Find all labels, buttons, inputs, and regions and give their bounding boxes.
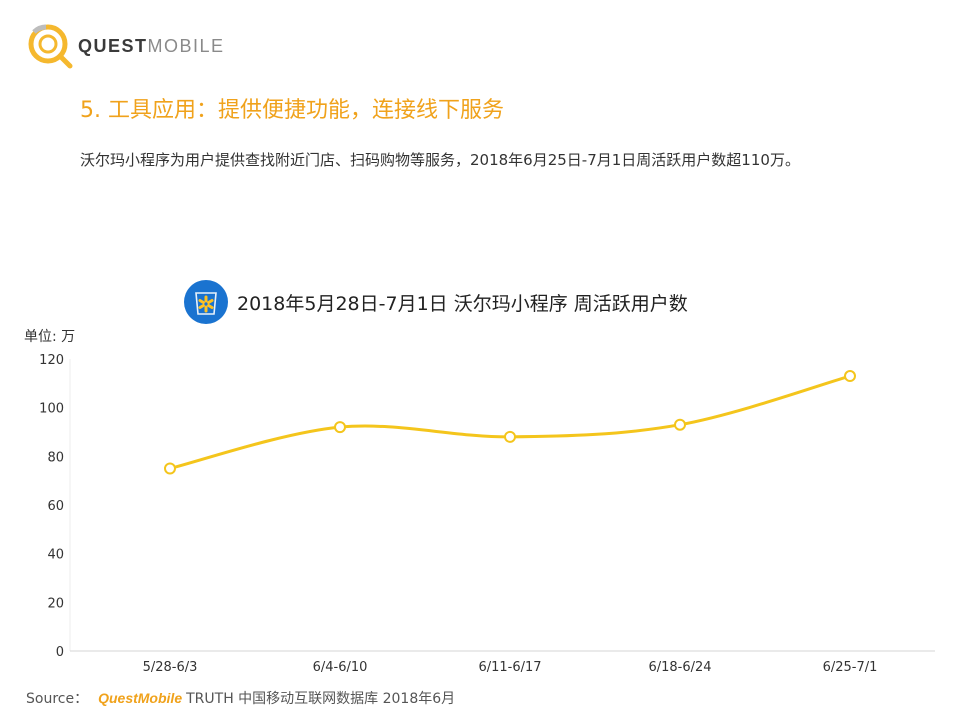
y-tick-label: 40 xyxy=(47,548,64,563)
y-tick-label: 20 xyxy=(47,596,64,611)
brand-name: QUESTMOBILE xyxy=(78,36,225,56)
line-chart: 0 20 40 60 80 100 120 5/28-6/3 6/4-6/10 6/11-6/17… xyxy=(39,353,935,675)
section-description: 沃尔玛小程序为用户提供查找附近门店、扫码购物等服务，2018年6月25日-7月1… xyxy=(80,151,800,169)
y-tick-label: 60 xyxy=(47,499,64,514)
chart-header: 2018年5月28日-7月1日 沃尔玛小程序 周活跃用户数 xyxy=(184,279,688,325)
section-title: 5. 工具应用：提供便捷功能，连接线下服务 xyxy=(80,98,504,123)
x-tick-label: 6/25-7/1 xyxy=(823,660,878,675)
questmobile-logo: QUESTMOBILE xyxy=(26,22,236,72)
questmobile-ring-icon xyxy=(28,24,73,69)
y-tick-label: 120 xyxy=(39,353,64,368)
data-point xyxy=(844,370,856,383)
x-tick-label: 5/28-6/3 xyxy=(143,660,198,675)
chart-title: 2018年5月28日-7月1日 沃尔玛小程序 周活跃用户数 xyxy=(237,292,688,315)
source-note: Source： QuestMobile TRUTH 中国移动互联网数据库 2018年… xyxy=(26,688,455,708)
y-tick-label: 0 xyxy=(56,645,64,660)
data-point xyxy=(164,462,176,475)
data-point xyxy=(674,418,686,431)
x-tick-label: 6/18-6/24 xyxy=(648,660,711,675)
source-text: TRUTH 中国移动互联网数据库 2018年6月 xyxy=(186,691,456,707)
y-axis-unit-label: 单位: 万 xyxy=(24,329,76,345)
data-point xyxy=(334,421,346,434)
y-tick-label: 80 xyxy=(47,450,64,465)
y-tick-label: 100 xyxy=(39,402,64,417)
source-label: Source： xyxy=(26,691,89,707)
series-line xyxy=(169,374,851,470)
x-tick-label: 6/4-6/10 xyxy=(313,660,368,675)
walmart-logo-badge xyxy=(184,280,228,324)
source-brand: QuestMobile xyxy=(98,690,183,706)
data-point xyxy=(504,430,516,443)
walmart-spark-icon xyxy=(195,292,217,315)
x-tick-label: 6/11-6/17 xyxy=(478,660,541,675)
